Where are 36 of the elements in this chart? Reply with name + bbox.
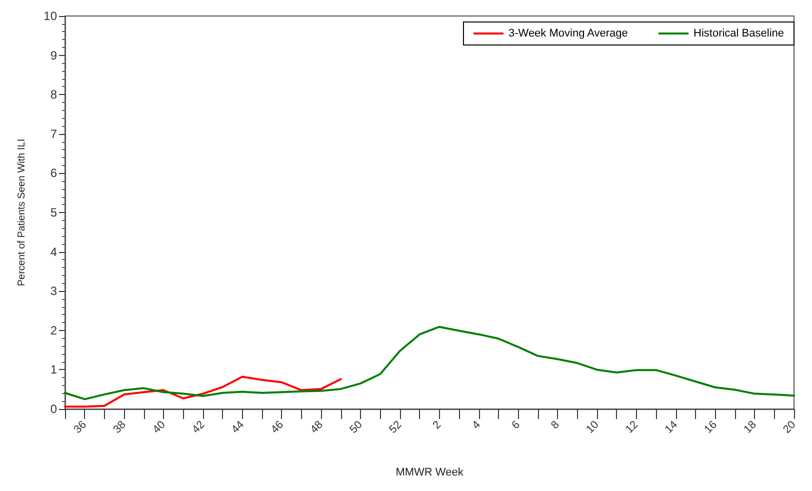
x-tick-label: 36 bbox=[72, 418, 89, 436]
y-tick-label: 9 bbox=[50, 48, 58, 62]
y-tick-label: 10 bbox=[44, 9, 58, 23]
x-axis-title: MMWR Week bbox=[396, 466, 464, 478]
y-tick-label: 1 bbox=[50, 362, 58, 377]
y-tick-label: 8 bbox=[50, 88, 58, 102]
x-tick-label: 42 bbox=[190, 418, 208, 436]
line-series bbox=[64, 376, 342, 408]
x-tick-label: 20 bbox=[781, 418, 798, 436]
x-tick-label: 12 bbox=[623, 418, 641, 436]
x-tick-label: 4 bbox=[470, 418, 483, 432]
x-tick-label: 50 bbox=[348, 418, 365, 436]
x-tick-label: 6 bbox=[510, 418, 522, 432]
x-tick-label: 38 bbox=[111, 418, 128, 436]
legend-label: 3-Week Moving Average bbox=[508, 28, 628, 40]
y-tick-label: 2 bbox=[50, 323, 58, 338]
x-tick-label: 52 bbox=[387, 418, 404, 436]
y-tick-label: 3 bbox=[50, 284, 58, 298]
x-tick-label: 8 bbox=[549, 418, 562, 432]
y-tick-label: 0 bbox=[50, 402, 58, 416]
y-axis-title: Percent of Patients Seen With ILI bbox=[16, 138, 28, 286]
y-tick-label: 4 bbox=[50, 244, 58, 259]
x-tick-label: 2 bbox=[430, 418, 444, 432]
x-tick-label: 44 bbox=[229, 418, 247, 436]
x-tick-label: 40 bbox=[150, 418, 168, 436]
x-tick-label: 48 bbox=[308, 418, 326, 436]
x-tick-label: 10 bbox=[584, 418, 602, 436]
x-tick-label: 14 bbox=[662, 418, 680, 436]
legend-label: Historical Baseline bbox=[694, 28, 784, 40]
x-tick-label: 16 bbox=[702, 418, 720, 436]
x-tick-label: 18 bbox=[742, 418, 759, 436]
line-series bbox=[64, 326, 795, 400]
y-tick-label: 5 bbox=[50, 206, 58, 220]
y-tick-label: 7 bbox=[50, 126, 58, 141]
y-tick-label: 6 bbox=[50, 166, 58, 180]
x-tick-label: 46 bbox=[268, 418, 286, 436]
